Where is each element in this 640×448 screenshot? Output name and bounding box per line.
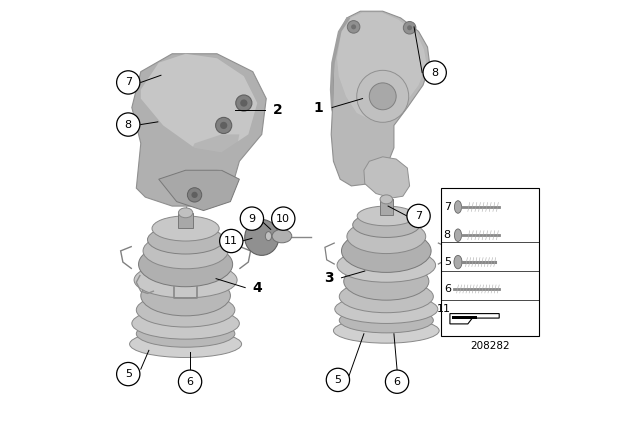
Ellipse shape	[347, 220, 426, 254]
Ellipse shape	[134, 262, 237, 298]
Text: 7: 7	[125, 78, 132, 87]
Text: 11: 11	[224, 236, 238, 246]
Text: 6: 6	[187, 377, 193, 387]
Text: 5: 5	[444, 257, 451, 267]
Text: 11: 11	[437, 304, 451, 314]
Bar	[179, 213, 193, 228]
Polygon shape	[330, 17, 351, 112]
Text: 7: 7	[415, 211, 422, 221]
Circle shape	[236, 95, 252, 111]
Ellipse shape	[333, 318, 439, 343]
Circle shape	[348, 21, 360, 33]
Ellipse shape	[136, 320, 235, 347]
Ellipse shape	[179, 208, 193, 218]
Ellipse shape	[353, 212, 420, 237]
Circle shape	[369, 83, 396, 110]
Circle shape	[240, 207, 264, 230]
Text: 5: 5	[125, 369, 132, 379]
Ellipse shape	[344, 263, 429, 300]
Ellipse shape	[244, 220, 279, 255]
Ellipse shape	[337, 248, 436, 282]
Circle shape	[385, 370, 409, 393]
Circle shape	[116, 71, 140, 94]
Circle shape	[220, 229, 243, 253]
Text: 6: 6	[444, 284, 451, 294]
Ellipse shape	[272, 229, 292, 243]
Polygon shape	[141, 54, 257, 152]
Text: 208282: 208282	[470, 341, 509, 351]
Circle shape	[220, 122, 227, 129]
Text: 5: 5	[335, 375, 341, 385]
Text: 2: 2	[273, 103, 283, 117]
Ellipse shape	[143, 233, 228, 269]
Circle shape	[240, 99, 248, 107]
Ellipse shape	[454, 229, 461, 241]
Circle shape	[188, 188, 202, 202]
Ellipse shape	[335, 295, 438, 323]
Ellipse shape	[342, 229, 431, 272]
Polygon shape	[452, 316, 477, 319]
Ellipse shape	[147, 225, 224, 254]
Ellipse shape	[139, 242, 233, 287]
Circle shape	[116, 362, 140, 386]
Polygon shape	[364, 157, 410, 198]
Ellipse shape	[136, 293, 235, 327]
Circle shape	[116, 113, 140, 136]
Text: 6: 6	[394, 377, 401, 387]
Ellipse shape	[339, 280, 433, 313]
Ellipse shape	[152, 216, 219, 241]
Ellipse shape	[132, 308, 239, 339]
Circle shape	[356, 70, 409, 122]
Ellipse shape	[130, 331, 242, 358]
Circle shape	[326, 368, 349, 392]
Bar	[380, 199, 392, 215]
Text: 1: 1	[313, 100, 323, 115]
Bar	[441, 188, 539, 336]
Polygon shape	[186, 134, 239, 170]
Polygon shape	[132, 54, 266, 206]
Ellipse shape	[266, 232, 271, 241]
Circle shape	[407, 204, 430, 228]
Ellipse shape	[357, 206, 415, 226]
Polygon shape	[337, 13, 427, 121]
Text: 4: 4	[253, 280, 262, 295]
Ellipse shape	[339, 308, 433, 333]
Ellipse shape	[454, 201, 461, 213]
Circle shape	[216, 117, 232, 134]
Circle shape	[191, 192, 198, 198]
Polygon shape	[450, 314, 499, 324]
Ellipse shape	[141, 276, 230, 316]
Text: 8: 8	[431, 68, 438, 78]
Circle shape	[423, 61, 446, 84]
Circle shape	[403, 22, 416, 34]
Circle shape	[271, 207, 295, 230]
Polygon shape	[159, 170, 239, 211]
Circle shape	[351, 24, 356, 30]
Text: 10: 10	[276, 214, 291, 224]
Text: 7: 7	[444, 202, 451, 212]
Circle shape	[179, 370, 202, 393]
Ellipse shape	[380, 195, 392, 204]
Text: 8: 8	[125, 120, 132, 129]
Text: 8: 8	[444, 230, 451, 240]
Polygon shape	[332, 11, 430, 186]
Circle shape	[407, 25, 412, 30]
Text: 9: 9	[248, 214, 255, 224]
Ellipse shape	[454, 255, 462, 269]
Text: 3: 3	[324, 271, 333, 285]
